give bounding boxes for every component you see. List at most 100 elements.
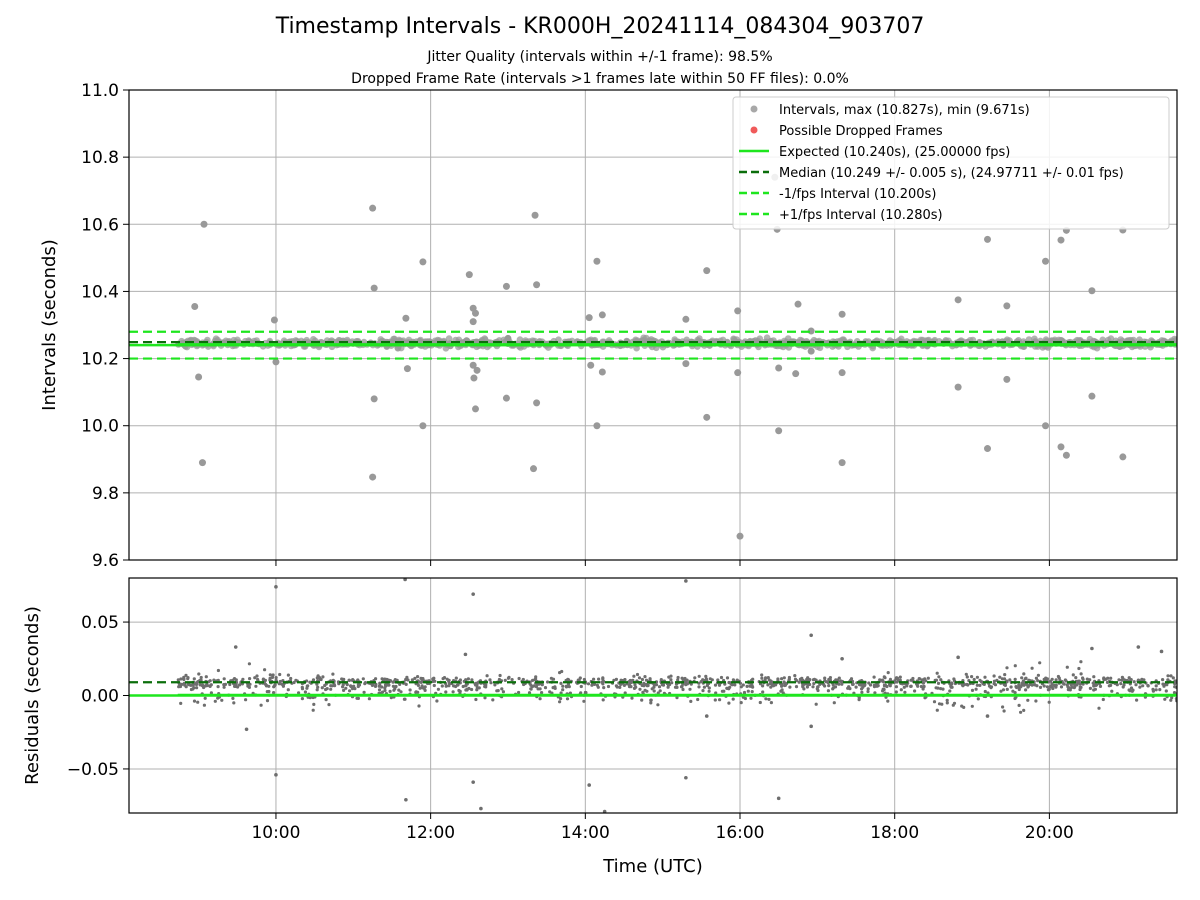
residual-point [916,684,920,688]
residual-point [970,688,975,693]
residual-point [797,680,801,684]
residual-point [827,677,831,682]
residual-point [644,678,649,682]
interval-outlier-point [984,445,992,453]
residual-point [356,678,360,682]
residual-point [643,675,647,679]
residual-point [362,690,366,694]
residual-outlier-point [463,652,468,657]
residual-point [940,702,944,706]
residual-point [356,696,360,701]
residual-point [769,679,773,683]
interval-outlier-point [1042,422,1050,430]
residual-point [935,708,939,712]
residual-point [391,684,395,688]
residual-outlier-point [956,655,960,660]
x-tick-label: 12:00 [406,823,455,843]
legend-entry-label: Possible Dropped Frames [779,124,943,139]
residual-point [413,676,417,681]
residual-point [183,683,187,687]
interval-outlier-point [504,334,512,342]
residual-point [826,680,830,685]
axes-frame [128,89,1178,561]
residual-point [297,691,301,695]
interval-outlier-point [1057,443,1065,451]
residual-point [273,684,277,688]
residual-point [764,697,768,701]
y-tick-label: 10.2 [81,350,119,370]
residual-point [883,683,888,687]
residual-point [417,704,421,708]
interval-outlier-point [198,459,206,467]
residual-point [255,674,259,678]
residual-point [766,676,770,680]
residual-point [1064,679,1068,683]
residual-point [300,697,304,701]
residual-point [816,688,820,693]
residual-point [999,689,1003,693]
residual-point [731,697,735,701]
residual-point [1027,678,1031,682]
residual-point [760,676,764,680]
residual-outlier-point [704,714,709,718]
residual-point [886,699,890,703]
residual-point [435,699,439,703]
residual-point [501,690,505,694]
residual-point [681,678,686,682]
residual-point [720,689,725,693]
residual-point [932,700,937,704]
residual-point [945,698,949,702]
residual-point [1169,698,1173,702]
interval-outlier-point [531,211,539,219]
residual-point [408,688,412,692]
residual-point [416,683,420,688]
residual-point [228,682,232,687]
residual-point [582,699,586,703]
residual-point [312,702,316,707]
residual-point [894,690,898,694]
residual-point [745,684,749,689]
residual-point [1102,678,1106,682]
residual-point [1022,672,1026,676]
residual-point [649,701,653,705]
interval-point [763,334,771,342]
residual-point [1030,666,1034,670]
interval-point [756,335,764,343]
residual-outlier-point [809,633,813,638]
residual-point [353,687,357,691]
residual-point [921,681,926,685]
residual-point [551,677,556,681]
residual-point [902,685,906,689]
x-tick-label: 20:00 [1025,823,1074,843]
residual-point [300,687,305,691]
residual-point [1013,696,1017,701]
residual-point [909,684,913,688]
residual-point [934,686,938,690]
residual-point [216,685,220,689]
residual-point [582,677,587,682]
residual-point [1098,684,1103,689]
residual-point [1020,676,1024,680]
interval-outlier-point [530,465,538,473]
legend-marker [750,126,758,134]
residual-point [618,685,622,690]
residual-point [397,688,401,692]
residual-point [223,682,228,687]
residual-point [936,681,941,686]
residual-point [866,689,870,694]
residual-point [306,684,310,688]
residual-point [798,677,803,681]
residual-point [199,678,203,682]
residual-point [1001,705,1005,709]
residual-point [894,685,899,689]
residual-point [378,681,382,685]
residual-point [352,684,356,688]
residual-point [769,701,774,705]
residual-point [1034,676,1038,680]
residual-point [247,662,251,666]
residual-point [451,690,455,694]
interval-outlier-point [471,405,479,413]
residual-point [1002,683,1007,687]
residual-outlier-point [985,714,990,718]
expected-trace [177,343,1177,347]
